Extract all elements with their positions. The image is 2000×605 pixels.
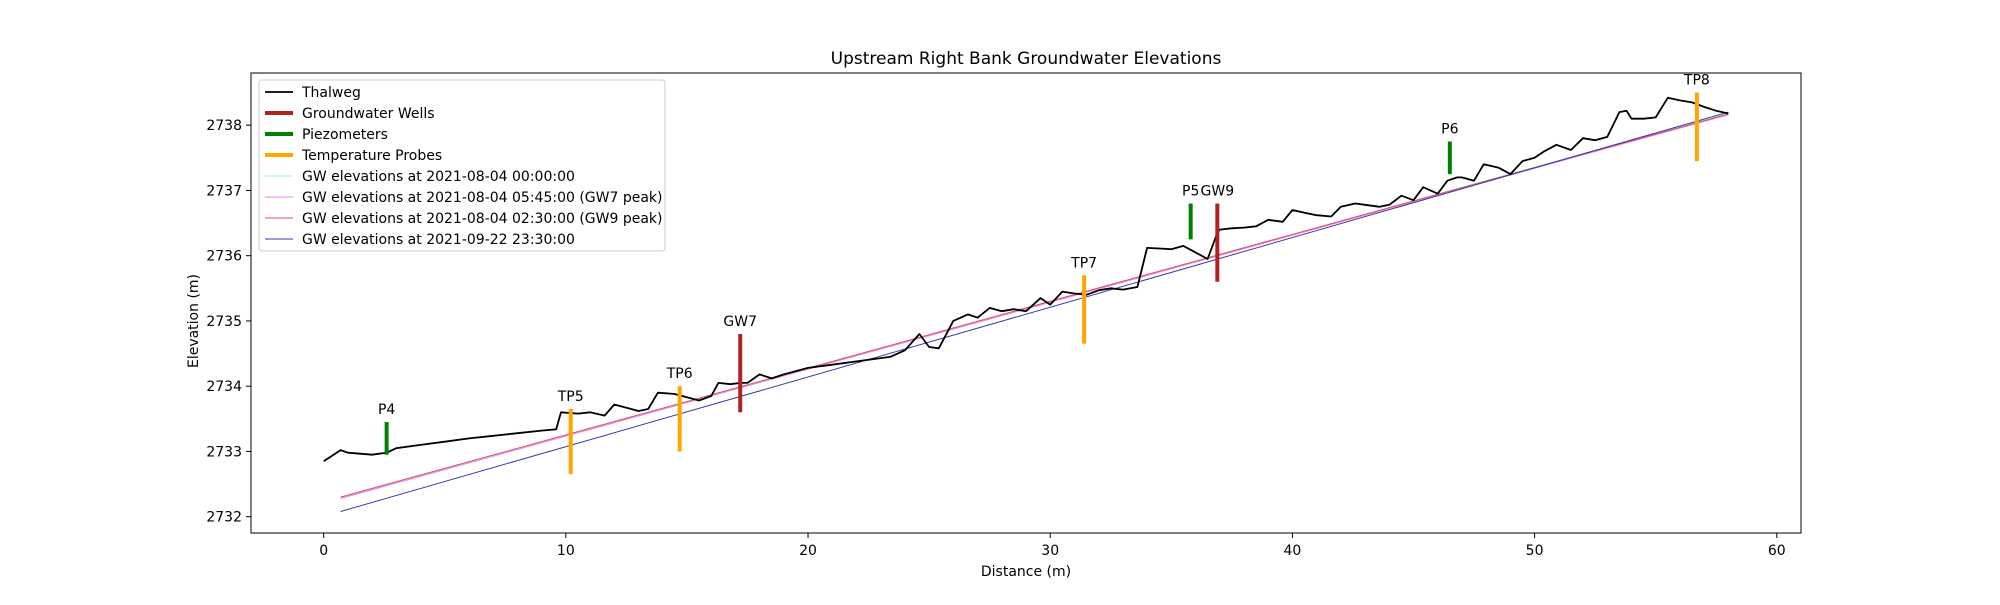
legend-label: Thalweg: [301, 85, 361, 101]
probe-label-tp6: TP6: [666, 366, 693, 382]
well-label-gw9: GW9: [1201, 183, 1235, 199]
probe-label-tp7: TP7: [1070, 255, 1097, 271]
x-tick-label: 0: [319, 543, 328, 559]
probe-label-tp5: TP5: [557, 389, 584, 405]
legend-label: GW elevations at 2021-09-22 23:30:00: [302, 232, 575, 248]
piezometer-label-p5: P5: [1182, 183, 1199, 199]
legend: Thalweg Groundwater Wells Piezometers Tempe…: [258, 79, 666, 252]
legend-label: Groundwater Wells: [302, 106, 435, 122]
x-axis-label: Distance (m): [981, 564, 1071, 580]
x-tick-label: 40: [1283, 543, 1301, 559]
piezometer-label-p6: P6: [1441, 122, 1458, 138]
y-tick-label: 2732: [206, 510, 242, 526]
piezometer-label-p4: P4: [378, 402, 395, 418]
plot-area: P4 TP5 TP6 GW7 TP7 P5 GW9 P6 TP8: [323, 73, 1729, 512]
legend-label: Temperature Probes: [301, 148, 442, 164]
plot-clipped-group: [323, 92, 1729, 512]
probe-label-tp8: TP8: [1683, 73, 1710, 89]
y-tick-label: 2735: [206, 314, 242, 330]
x-tick-label: 50: [1526, 543, 1544, 559]
plot-frame: [250, 72, 1802, 534]
chart-title: Upstream Right Bank Groundwater Elevatio…: [831, 49, 1222, 69]
y-tick-label: 2737: [206, 183, 242, 199]
series-line-thalweg: [323, 96, 1729, 462]
y-tick-label: 2736: [206, 249, 242, 265]
legend-label: GW elevations at 2021-08-04 00:00:00: [302, 169, 575, 185]
y-tick-label: 2738: [206, 118, 242, 134]
legend-label: GW elevations at 2021-08-04 02:30:00 (GW…: [302, 211, 663, 227]
y-tick-label: 2734: [206, 379, 242, 395]
axes: 0 10 20 30 40 50 60 2732 2733 2734 2735 2736 2737 273…: [206, 72, 1802, 559]
x-tick-label: 30: [1041, 543, 1059, 559]
y-axis-label: Elevation (m): [186, 274, 202, 368]
x-tick-label: 10: [557, 543, 575, 559]
x-tick-label: 20: [799, 543, 817, 559]
legend-box: [258, 79, 666, 252]
y-tick-label: 2733: [206, 444, 242, 460]
well-label-gw7: GW7: [723, 314, 757, 330]
legend-label: Piezometers: [302, 127, 388, 143]
legend-label: GW elevations at 2021-08-04 05:45:00 (GW…: [302, 190, 663, 206]
x-tick-label: 60: [1768, 543, 1786, 559]
